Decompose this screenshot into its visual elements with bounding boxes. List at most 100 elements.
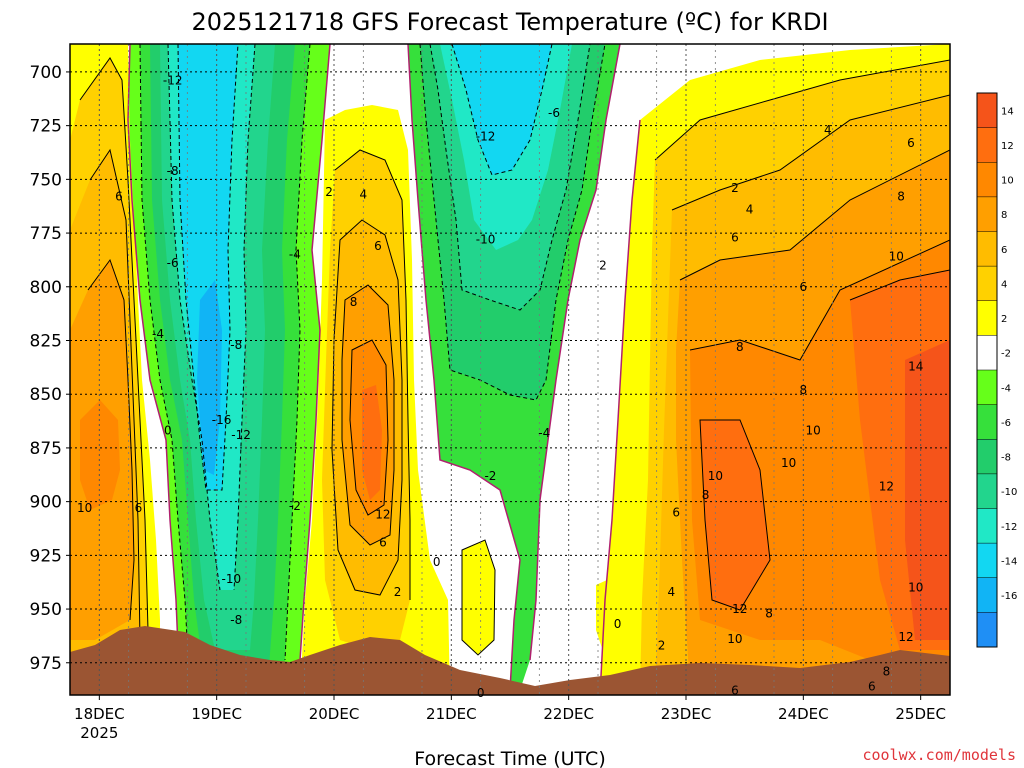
- colorbar-label: 12: [1001, 141, 1014, 152]
- contour-label: 8: [702, 488, 710, 502]
- x-tick-label: 24DEC: [778, 705, 829, 723]
- contour-label: 4: [360, 187, 368, 201]
- contour-label: 10: [708, 469, 723, 483]
- contour-label: 12: [732, 602, 747, 616]
- colorbar-swatch: [977, 93, 997, 129]
- contour-solid: [87, 258, 135, 621]
- y-tick-label: 900: [30, 493, 62, 513]
- contour-dashed: [167, 44, 221, 591]
- contour-dashed: [419, 44, 606, 401]
- contour-dashed: [233, 44, 256, 591]
- colorbar-swatch: [977, 439, 997, 475]
- contour-label: 6: [731, 230, 739, 244]
- y-tick-label: 850: [30, 385, 62, 405]
- contour-label: 8: [897, 190, 905, 204]
- contour-label: 0: [477, 686, 485, 700]
- contour-label: 8: [736, 340, 744, 354]
- colorbar-swatch: [977, 473, 997, 509]
- y-tick-label: 750: [30, 170, 62, 190]
- colorbar-label: 8: [1001, 210, 1007, 221]
- x-tick-label: 23DEC: [661, 705, 712, 723]
- colorbar-label: 6: [1001, 245, 1007, 256]
- contour-label: 8: [883, 664, 891, 678]
- contour-label: 6: [672, 505, 680, 519]
- contour-label: 4: [824, 123, 832, 137]
- contour-dashed: [139, 44, 191, 695]
- zero-contour: [299, 44, 331, 661]
- contour-label: 10: [908, 581, 923, 595]
- zero-contour: [599, 119, 641, 695]
- contour-label: -4: [289, 248, 301, 262]
- contour-label: 4: [668, 585, 676, 599]
- y-tick-label: 700: [30, 63, 62, 83]
- warm-mid-12: [362, 385, 382, 500]
- colorbar-swatch: [977, 370, 997, 406]
- contour-label: 10: [781, 456, 796, 470]
- colorbar-label: -4: [1001, 383, 1011, 394]
- cold-band2-m10: [452, 44, 552, 175]
- contour-solid: [334, 149, 411, 600]
- terrain: [70, 626, 950, 695]
- colorbar-swatch: [977, 404, 997, 440]
- colorbar-label: -8: [1001, 453, 1011, 464]
- contour-solid: [89, 148, 141, 641]
- colorbar-label: -16: [1001, 591, 1017, 602]
- grid: [70, 44, 950, 695]
- colorbar-label: 10: [1001, 176, 1014, 187]
- colorbar-label: 4: [1001, 279, 1007, 290]
- y-axis: 700 725 750 775 800 825 850 875 900 925 950 975: [30, 63, 70, 674]
- colorbar-swatch: [977, 612, 997, 648]
- contour-label: 14: [908, 359, 923, 373]
- y-tick-label: 975: [30, 654, 62, 674]
- warm-right-12: [700, 420, 770, 610]
- plot-area: [70, 44, 950, 695]
- contour-label: -16: [212, 413, 232, 427]
- contour-lines: [79, 44, 950, 695]
- y-tick-label: 725: [30, 117, 62, 137]
- cold-band-m12: [178, 44, 238, 490]
- contour-label: 6: [115, 190, 123, 204]
- y-tick-label: 775: [30, 224, 62, 244]
- contour-solid: [654, 59, 950, 161]
- contour-label: 12: [898, 630, 913, 644]
- contour-label: -6: [548, 106, 560, 120]
- y-tick-label: 925: [30, 546, 62, 566]
- warm-left-10: [80, 400, 120, 510]
- colorbar-swatch: [977, 543, 997, 579]
- contour-solid: [849, 269, 950, 301]
- contour-label: 2: [325, 185, 333, 199]
- x-tick-label: 19DEC: [191, 705, 242, 723]
- contour-label: -12: [476, 129, 496, 143]
- contour-label: 8: [800, 383, 808, 397]
- contour-label: 8: [765, 606, 773, 620]
- contour-dashed: [177, 44, 239, 491]
- colorbar-swatch: [977, 127, 997, 163]
- contour-label: -10: [222, 572, 242, 586]
- contour-label: 12: [375, 508, 390, 522]
- contour-solid: [699, 419, 771, 611]
- contour-label: 2: [658, 639, 666, 653]
- colorbar-swatch: [977, 266, 997, 302]
- contour-label: -2: [289, 499, 301, 513]
- x-axis-label: Forecast Time (UTC): [414, 748, 605, 768]
- contour-label: -2: [484, 469, 496, 483]
- warm-pocket-1: [462, 540, 495, 655]
- contour-label: -12: [231, 428, 251, 442]
- credit-text: coolwx.com/models: [862, 746, 1016, 764]
- contour-label: 6: [800, 280, 808, 294]
- x-tick-label: 21DEC: [426, 705, 477, 723]
- plot-frame: [69, 43, 951, 696]
- colorbar-swatch: [977, 162, 997, 198]
- cold-band-m14: [197, 280, 222, 475]
- contour-label: 0: [433, 555, 441, 569]
- contour-label: 6: [868, 679, 876, 693]
- contour-label: -4: [152, 327, 164, 341]
- colorbar-swatch: [977, 508, 997, 544]
- contour-label: -4: [538, 426, 550, 440]
- contour-label: 10: [889, 250, 904, 264]
- contour-label: 10: [77, 501, 92, 515]
- y-tick-label: 875: [30, 439, 62, 459]
- contour-label: -8: [230, 338, 242, 352]
- contour-label: 12: [879, 480, 894, 494]
- colorbar-label: -2: [1001, 349, 1011, 360]
